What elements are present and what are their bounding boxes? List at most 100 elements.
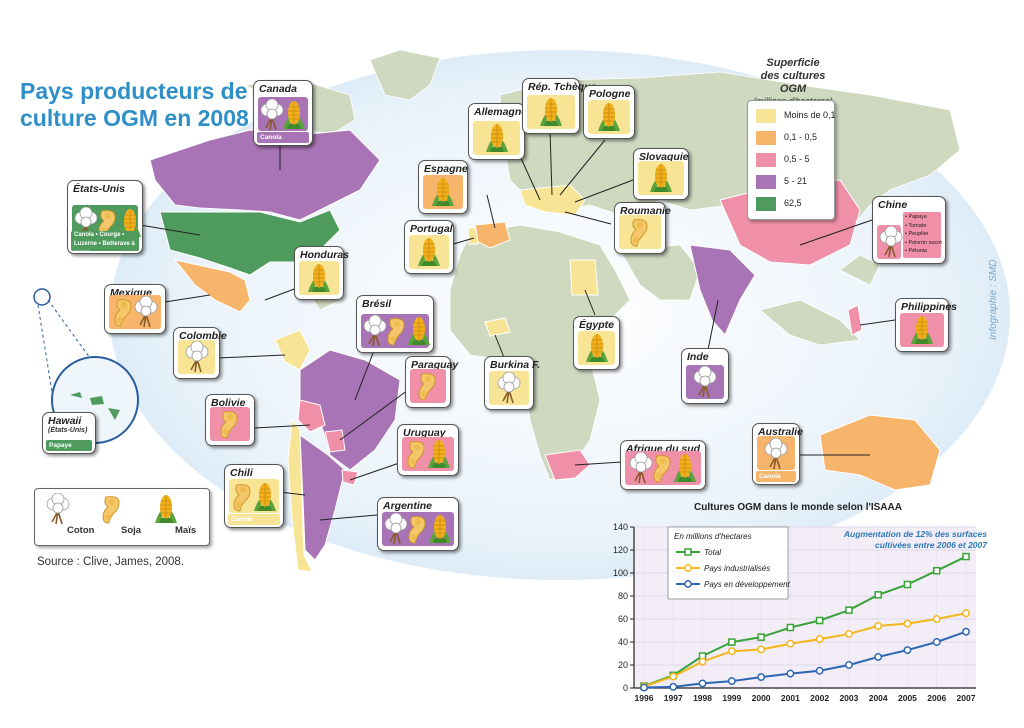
- country-box: Uruguay: [397, 424, 459, 476]
- chart-point: [932, 566, 941, 575]
- chart-point: [874, 621, 883, 630]
- corn-icon: [404, 315, 434, 347]
- chart-point: [903, 619, 912, 628]
- corn-icon: [646, 162, 676, 194]
- corn-icon: [482, 122, 512, 154]
- chart-xtick-label: 2007: [957, 693, 976, 703]
- chart-point: [757, 633, 765, 641]
- chart-series-line: [643, 612, 967, 688]
- corn-icon: [582, 332, 612, 364]
- country-name: Allemagne: [474, 106, 528, 118]
- country-box: Rép. Tchèque: [522, 78, 596, 134]
- crop-list-item: • Papaye: [905, 214, 928, 220]
- country-box: Honduras: [294, 246, 349, 300]
- country-box: Brésil: [356, 295, 434, 353]
- chart-point: [845, 606, 853, 614]
- title-line-2: culture OGM en 2008: [20, 105, 249, 131]
- chart-point: [727, 677, 736, 686]
- country-box: Allemagne: [468, 103, 528, 160]
- country-box: Hawaii (États-Unis) Papaye: [42, 412, 96, 454]
- corn-icon: [250, 481, 280, 513]
- country-box: Chili Canola: [224, 464, 284, 528]
- country-subname: (États-Unis): [48, 427, 88, 434]
- chart-point: [669, 682, 678, 691]
- legend-swatch: [756, 153, 776, 167]
- uruguay-shape: [341, 469, 359, 486]
- chart-point: [962, 609, 970, 618]
- legend-label: 5 - 21: [784, 176, 808, 186]
- chart-legend-marker: [684, 548, 692, 556]
- chart-point: [815, 635, 824, 644]
- legend-swatch: [756, 175, 776, 189]
- cotton-icon: [381, 512, 411, 545]
- country-name: Honduras: [300, 249, 350, 261]
- cotton-icon: [626, 451, 656, 484]
- chart-legend-marker: [684, 564, 692, 572]
- chart-xtick-label: 2003: [839, 693, 858, 703]
- title-line-1: Pays producteurs de: [20, 78, 248, 104]
- legend-header: Superficie des cultures OGM (millions d'…: [748, 57, 838, 106]
- mexico-shape: [173, 259, 251, 313]
- leader-lines: [139, 129, 896, 521]
- chart-point: [932, 638, 941, 646]
- country-box: Argentine: [377, 497, 459, 551]
- country-box: Philippines: [895, 298, 957, 352]
- soy-icon: [413, 370, 443, 402]
- chart-point: [728, 638, 736, 646]
- chart-point: [727, 647, 736, 656]
- cotton-icon: [131, 295, 161, 328]
- country-name: Argentine: [383, 500, 433, 512]
- chart-point: [786, 623, 795, 632]
- map-title: Pays producteurs de culture OGM en 2008: [20, 78, 249, 132]
- legend-title-2: des cultures OGM: [760, 70, 826, 95]
- country-name: Portugal: [410, 223, 453, 235]
- cotton-icon: [876, 225, 906, 258]
- country-name: Bolivie: [211, 397, 246, 409]
- country-box: Égypte: [573, 316, 620, 370]
- chart-ytick-label: 140: [613, 522, 628, 532]
- chart-legend-marker: [684, 580, 692, 588]
- cotton-icon: [494, 371, 524, 404]
- soy-icon: [382, 315, 412, 347]
- cotton-icon: [360, 314, 390, 347]
- country-name: Roumanie: [620, 205, 671, 217]
- country-name: Burkina F.: [490, 359, 541, 371]
- crop-extra-label: Canola: [228, 514, 280, 525]
- corn-icon: [424, 438, 454, 470]
- corn-icon: [304, 262, 334, 294]
- philippines-shape: [847, 304, 863, 336]
- chart-xtick-label: 2002: [810, 693, 829, 703]
- legend-title-1: Superficie: [766, 57, 820, 69]
- chart-xtick-label: 1999: [722, 693, 741, 703]
- country-box: Slovaquie: [633, 148, 689, 200]
- corn-icon: [151, 493, 181, 530]
- chart-point: [932, 615, 941, 623]
- country-name: Espagne: [424, 163, 468, 175]
- chile-shape: [287, 418, 313, 573]
- chart-point: [815, 666, 824, 675]
- cotton-icon: [257, 98, 287, 131]
- chart-legend-label: Pays industrialisés: [704, 564, 770, 573]
- crop-list-item: • Poivron sucré: [905, 239, 943, 246]
- soy-icon: [625, 216, 655, 248]
- chart-series-line: [643, 630, 967, 689]
- soy-icon: [215, 408, 245, 440]
- legend-label: 0,5 - 5: [784, 154, 810, 164]
- legend-label: Moins de 0,1: [784, 110, 836, 120]
- corn-icon: [907, 314, 937, 346]
- crop-key: Coton Soja Maïs: [34, 488, 210, 546]
- chart-ytick-label: 0: [623, 683, 628, 693]
- country-box: Australie Canola: [752, 423, 803, 485]
- colombia-shape: [274, 329, 311, 371]
- country-box: Espagne: [418, 160, 468, 214]
- chart-ytick-label: 40: [618, 637, 628, 647]
- country-box: Colombie: [173, 327, 227, 379]
- burkina-shape: [484, 317, 511, 337]
- country-box: Inde: [681, 348, 729, 404]
- chart-point: [786, 669, 795, 678]
- chart-point: [757, 645, 766, 654]
- egypt-shape: [569, 259, 599, 296]
- country-name: Pologne: [589, 88, 631, 100]
- crop-extra-label: Canola: [257, 132, 309, 143]
- country-box: Portugal: [404, 220, 454, 274]
